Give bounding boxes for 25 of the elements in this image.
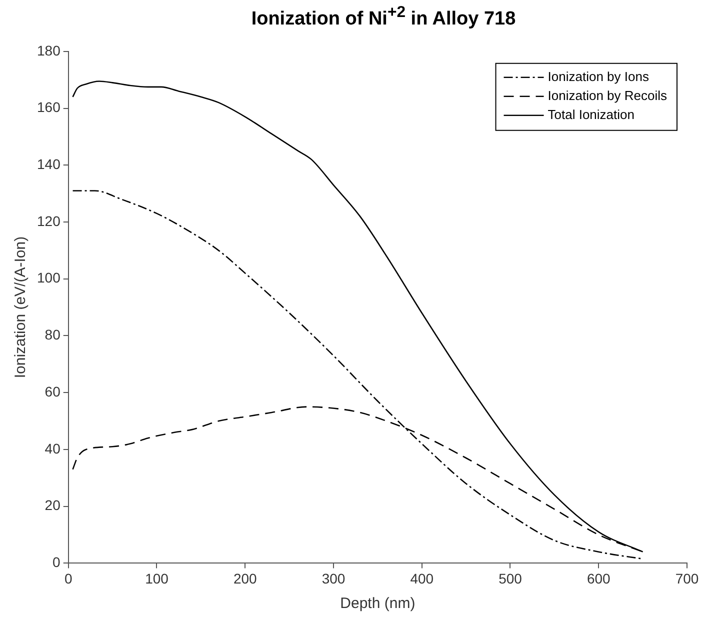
y-tick-label: 0 — [52, 554, 61, 570]
y-tick-label: 180 — [37, 42, 61, 58]
legend-label: Total Ionization — [548, 106, 635, 122]
y-tick-label: 40 — [44, 440, 61, 456]
x-tick-label: 300 — [322, 570, 346, 586]
x-tick-label: 200 — [233, 570, 258, 586]
x-tick-label: 400 — [410, 570, 434, 586]
x-tick-label: 0 — [64, 570, 72, 586]
y-tick-label: 120 — [37, 212, 61, 229]
x-tick-label: 100 — [145, 570, 169, 586]
legend-label: Ionization by Recoils — [548, 88, 668, 103]
y-tick-label: 140 — [37, 156, 61, 172]
line-series — [72, 190, 644, 560]
x-tick-label: 500 — [498, 570, 522, 586]
y-tick-label: 60 — [44, 383, 61, 400]
legend-label: Ionization by Ions — [548, 68, 650, 84]
x-tick-label: 600 — [586, 570, 611, 586]
y-axis-title: Ionization (eV/(A-Ion) — [12, 236, 30, 378]
y-tick-label: 160 — [37, 99, 61, 116]
chart-title: Ionization of Ni$^{+2}$ in Alloy 718 — [250, 4, 517, 30]
y-tick-label: 100 — [37, 270, 61, 286]
y-tick-label: 20 — [44, 497, 61, 514]
y-tick-label: 80 — [44, 326, 61, 343]
x-axis-title: Depth (nm) — [340, 595, 416, 612]
x-tick-label: 700 — [675, 570, 699, 586]
